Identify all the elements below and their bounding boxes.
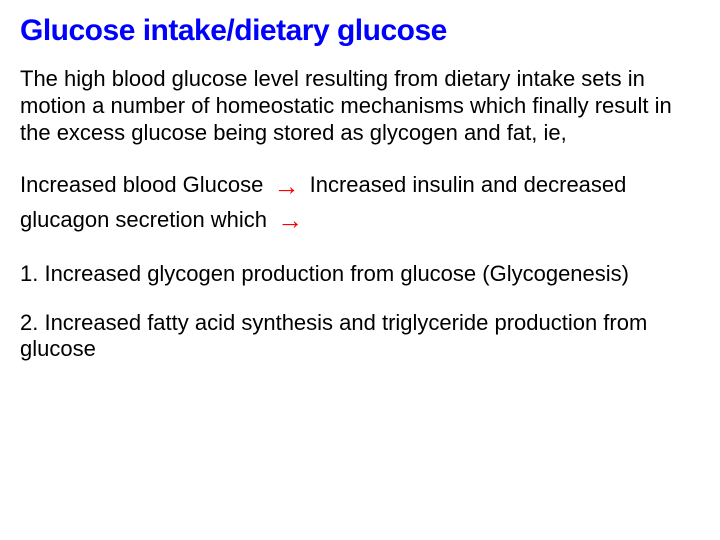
arrow-icon: →	[270, 176, 304, 197]
slide-title: Glucose intake/dietary glucose	[20, 14, 700, 48]
outcome-item-2: 2. Increased fatty acid synthesis and tr…	[20, 310, 700, 364]
arrow-icon: →	[273, 210, 307, 231]
outcome-item-1: 1. Increased glycogen production from gl…	[20, 261, 700, 288]
intro-paragraph: The high blood glucose level resulting f…	[20, 66, 700, 146]
flow-step-1: Increased blood Glucose	[20, 172, 263, 197]
flow-sequence: Increased blood Glucose → Increased insu…	[20, 168, 700, 236]
